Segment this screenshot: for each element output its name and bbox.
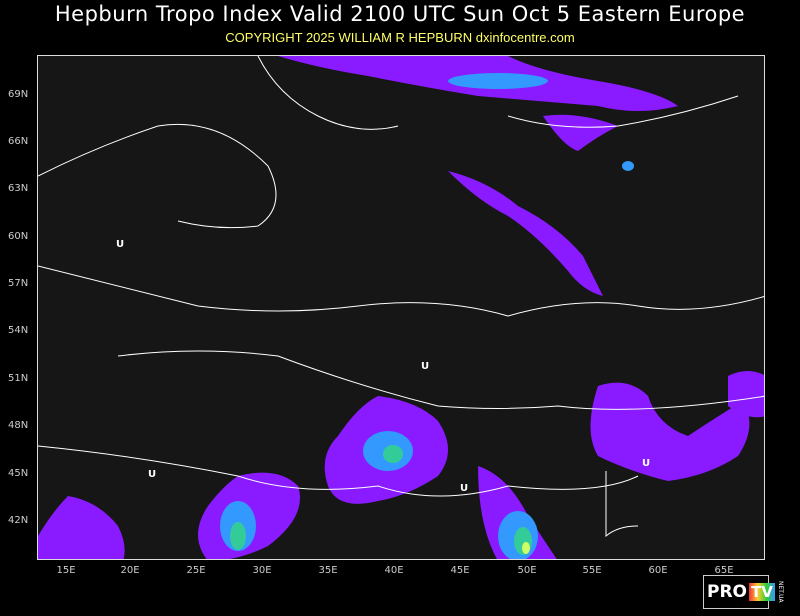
lon-label: 25E (186, 565, 206, 576)
tropo-region-volga (448, 171, 603, 296)
upper-air-marker: U (116, 239, 125, 250)
country-borders (38, 56, 764, 538)
lat-label: 57N (8, 278, 29, 289)
upper-air-marker: U (148, 469, 157, 480)
tropo-region-ural-south (728, 371, 764, 418)
logo-tv-text: TV (749, 583, 775, 601)
lon-label: 60E (648, 565, 668, 576)
logo-suffix-text: NET.UA (776, 581, 784, 603)
tropo-region-northeast (543, 114, 618, 151)
lat-label: 69N (8, 89, 29, 100)
protv-logo: PRO TV NET.UA (703, 575, 784, 609)
lon-label: 35E (318, 565, 338, 576)
logo-pro-text: PRO (707, 582, 748, 602)
tropo-region-east (590, 382, 750, 481)
lon-label: 55E (582, 565, 602, 576)
lon-label: 15E (56, 565, 76, 576)
lon-label: 65E (714, 565, 734, 576)
upper-air-marker: U (421, 361, 430, 372)
lat-label: 66N (8, 136, 29, 147)
lat-label: 42N (8, 515, 29, 526)
lon-label: 45E (450, 565, 470, 576)
map-title: Hepburn Tropo Index Valid 2100 UTC Sun O… (54, 2, 746, 26)
tropo-map: U U U U U (37, 55, 765, 560)
lon-label: 20E (120, 565, 140, 576)
lat-label: 54N (8, 325, 29, 336)
copyright-line: COPYRIGHT 2025 WILLIAM R HEPBURN dxinfoc… (225, 30, 575, 45)
lat-label: 51N (8, 373, 29, 384)
lat-label: 45N (8, 468, 29, 479)
upper-air-marker: U (642, 458, 651, 469)
lon-label: 50E (517, 565, 537, 576)
lat-label: 60N (8, 231, 29, 242)
tropo-region-adriatic (38, 496, 125, 559)
lat-label: 48N (8, 420, 29, 431)
lon-label: 30E (252, 565, 272, 576)
lon-label: 40E (384, 565, 404, 576)
lat-label: 63N (8, 183, 29, 194)
upper-air-marker: U (460, 483, 469, 494)
tropo-overlay (38, 56, 764, 559)
